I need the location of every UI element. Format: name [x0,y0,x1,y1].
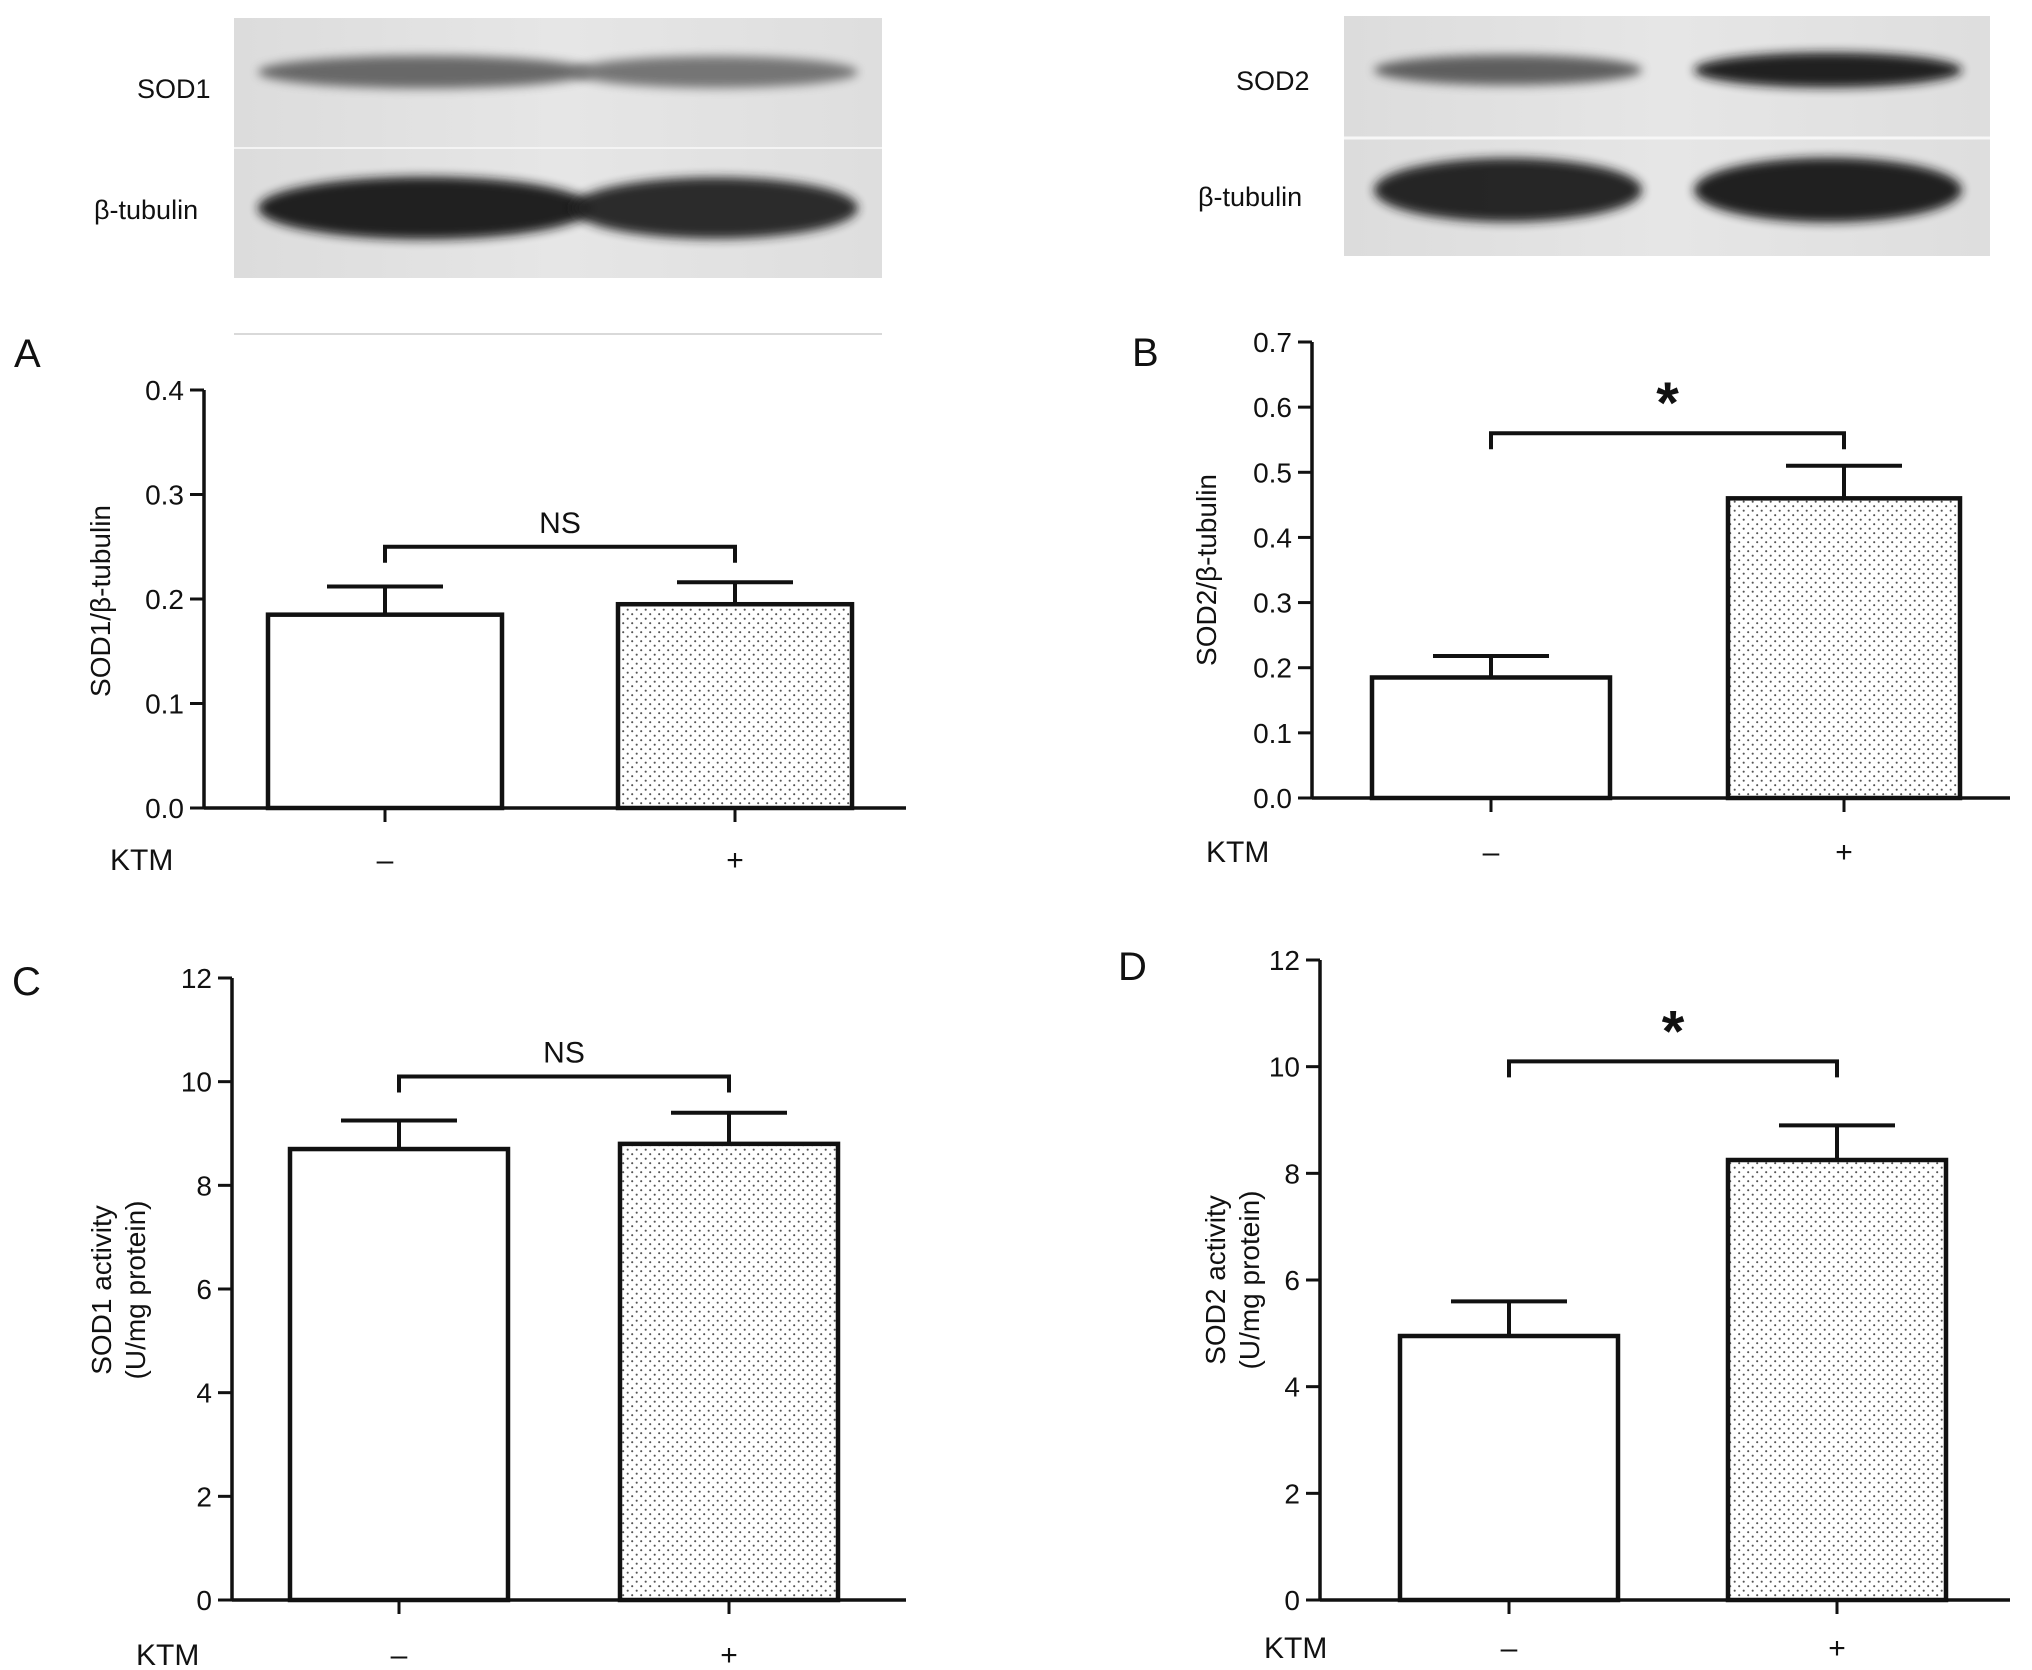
y-tick-label: 0 [1284,1585,1300,1616]
blot-label-sod2: SOD2 [1236,66,1310,96]
significance-label: * [1656,371,1679,436]
bar-ktm [615,601,855,811]
significance-bracket [1507,1059,1839,1078]
panel-letter-a: A [14,332,41,376]
y-tick-label: 12 [1269,945,1300,976]
group-label: KTM [110,844,173,877]
blot-label-sod1: SOD1 [137,74,211,104]
panel-letter-d: D [1118,945,1147,989]
y-tick-label: 6 [196,1274,212,1305]
y-axis-label: SOD1/β-tubulin [85,505,116,697]
blot-panel-sod1 [234,18,882,335]
y-tick-label: 0.4 [1253,522,1292,553]
bar-chart-a: 0.0 0.1 0.2 0.3 0.4 SOD1/β-tubulin – + KTM NS [85,375,906,877]
y-axis-label: (U/mg protein) [1234,1191,1265,1370]
y-tick-label: 0.7 [1253,327,1292,358]
bar-ktm [1725,496,1963,801]
y-tick-label: 6 [1284,1265,1300,1296]
panel-letter-b: B [1132,331,1159,375]
blot-band [258,55,592,89]
y-axis-label: SOD2/β-tubulin [1191,474,1222,666]
y-tick-label: 8 [196,1170,212,1201]
y-tick-label: 2 [1284,1478,1300,1509]
significance-label: NS [539,507,581,540]
y-tick-label: 4 [196,1378,212,1409]
category-label: + [726,844,744,877]
bar-chart-d: 0 2 4 6 8 10 12 SOD2 activity (U/mg protein) – + KT… [1200,945,2010,1665]
panel-letter-c: C [12,960,41,1004]
y-axis-label: SOD2 activity [1200,1195,1231,1365]
bar-control [1397,1333,1621,1603]
group-label: KTM [136,1639,199,1670]
category-label: + [1835,836,1853,869]
y-tick-label: 0.3 [145,480,184,511]
y-tick-label: 0.0 [145,793,184,824]
y-tick-label: 8 [1284,1158,1300,1189]
y-tick-label: 2 [196,1481,212,1512]
significance-bracket [397,1074,731,1093]
blot-band [1374,54,1642,86]
y-tick-label: 4 [1284,1372,1300,1403]
bar-chart-c: 0 2 4 6 8 10 12 SOD1 activity (U/mg protein) – + KT… [86,963,906,1670]
y-tick-label: 0.4 [145,375,184,406]
y-axis-label: (U/mg protein) [120,1201,151,1380]
y-tick-label: 0.1 [145,689,184,720]
group-label: KTM [1264,1632,1327,1665]
y-tick-label: 0.1 [1253,718,1292,749]
category-label: – [1501,1632,1518,1665]
blot-band [1694,52,1962,88]
bar-control [287,1146,511,1603]
bar-control [265,612,505,811]
category-label: + [1828,1632,1846,1665]
y-tick-label: 10 [1269,1052,1300,1083]
y-tick-label: 0.2 [1253,653,1292,684]
blot-panel-sod2 [1344,16,1990,256]
bar-ktm [617,1141,841,1603]
y-axis-label: SOD1 activity [86,1205,117,1375]
blot-band [258,176,592,240]
bar-chart-b: 0.0 0.1 0.2 0.3 0.4 0.5 0.6 0.7 SOD2/β-tubulin – +… [1191,327,2010,869]
blot-band [1694,157,1962,223]
category-label: – [391,1639,408,1670]
blot-band [1374,158,1642,222]
y-tick-label: 0.2 [145,584,184,615]
y-tick-label: 10 [181,1067,212,1098]
blot-band [572,177,858,239]
significance-bracket [383,544,737,563]
blot-membrane [1344,16,1990,256]
category-label: – [377,844,394,877]
blot-label-tubulin: β-tubulin [1198,182,1302,212]
significance-bracket [1489,431,1846,450]
category-label: + [720,1639,738,1670]
y-tick-label: 0 [196,1585,212,1616]
blot-label-tubulin: β-tubulin [94,195,198,225]
blot-band [572,56,858,88]
y-tick-label: 0.6 [1253,392,1292,423]
bar-control [1369,675,1613,801]
y-tick-label: 0.0 [1253,783,1292,814]
y-tick-label: 12 [181,963,212,994]
bar-ktm [1725,1157,1949,1603]
significance-label: NS [543,1036,585,1069]
category-label: – [1483,836,1500,869]
y-tick-label: 0.3 [1253,588,1292,619]
group-label: KTM [1206,836,1269,869]
y-tick-label: 0.5 [1253,457,1292,488]
significance-label: * [1662,999,1685,1064]
